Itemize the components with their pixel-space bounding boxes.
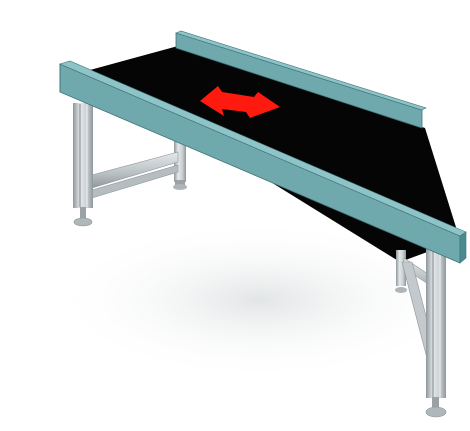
rear-right-foot-pad xyxy=(395,287,407,293)
rear-leg-foot-pad xyxy=(173,184,187,190)
back-side-guide xyxy=(175,30,427,129)
front-side-guide xyxy=(59,60,467,264)
rear-right-leg-post xyxy=(396,250,406,286)
floor-shadow xyxy=(50,220,470,380)
front-left-leg-post xyxy=(73,103,93,208)
arrow-left-icon xyxy=(200,86,280,118)
front-left-foot-pad xyxy=(73,217,93,227)
front-right-leg-post xyxy=(426,248,446,398)
right-leg-assembly xyxy=(395,248,447,418)
front-left-leg xyxy=(73,103,93,227)
rear-left-leg-assembly xyxy=(91,140,187,199)
front-left-foot-stem xyxy=(80,207,86,219)
front-right-foot-stem xyxy=(432,397,439,410)
rear-leg-foot xyxy=(175,180,185,186)
front-right-foot-pad xyxy=(425,406,447,418)
